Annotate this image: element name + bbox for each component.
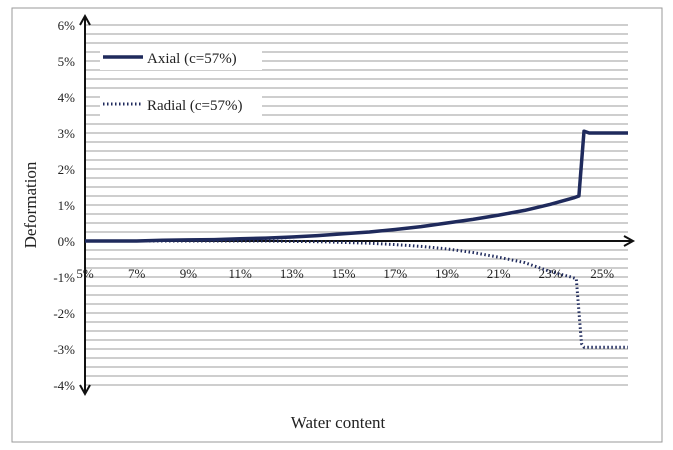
series-line bbox=[85, 239, 628, 349]
x-tick-label: 5% bbox=[76, 266, 94, 281]
x-axis-label: Water content bbox=[291, 413, 386, 432]
y-tick-label: 4% bbox=[58, 90, 76, 105]
y-tick-label: -1% bbox=[53, 270, 75, 285]
x-tick-label: 15% bbox=[332, 266, 356, 281]
x-tick-label: 21% bbox=[487, 266, 511, 281]
x-tick-label: 17% bbox=[383, 266, 407, 281]
y-tick-label: -2% bbox=[53, 306, 75, 321]
y-axis-label: Deformation bbox=[21, 161, 40, 248]
x-tick-label: 7% bbox=[128, 266, 146, 281]
x-tick-label: 23% bbox=[539, 266, 563, 281]
y-tick-label: 2% bbox=[58, 162, 76, 177]
x-axis-arrow bbox=[623, 235, 636, 247]
y-tick-label: 1% bbox=[58, 198, 76, 213]
grid-lines bbox=[85, 24, 628, 386]
chart-frame bbox=[11, 7, 663, 443]
y-tick-label: 6% bbox=[58, 18, 76, 33]
y-tick-label: 3% bbox=[58, 126, 76, 141]
legend-label: Axial (c=57%) bbox=[147, 51, 237, 67]
x-tick-label: 25% bbox=[590, 266, 614, 281]
y-tick-label: -4% bbox=[53, 378, 75, 393]
tick-labels: 6% 5% 4% 3% 2% 1% 0% -1% -2% -3% -4% 5% 7% 9% 11% 13% 15… bbox=[53, 18, 614, 393]
x-tick-label: 19% bbox=[435, 266, 459, 281]
y-axis-arrow-top bbox=[79, 13, 91, 26]
series-line bbox=[85, 129, 628, 243]
x-tick-label: 11% bbox=[228, 266, 252, 281]
legend-label: Radial (c=57%) bbox=[147, 98, 243, 114]
x-tick-label: 9% bbox=[180, 266, 198, 281]
x-tick-label: 13% bbox=[280, 266, 304, 281]
y-axis-arrow-bottom bbox=[79, 384, 91, 397]
legend: Axial (c=57%) Radial (c=57%) bbox=[100, 44, 262, 117]
y-tick-label: 5% bbox=[58, 54, 76, 69]
series-lines bbox=[85, 129, 628, 349]
y-tick-label: -3% bbox=[53, 342, 75, 357]
y-tick-label: 0% bbox=[58, 234, 76, 249]
